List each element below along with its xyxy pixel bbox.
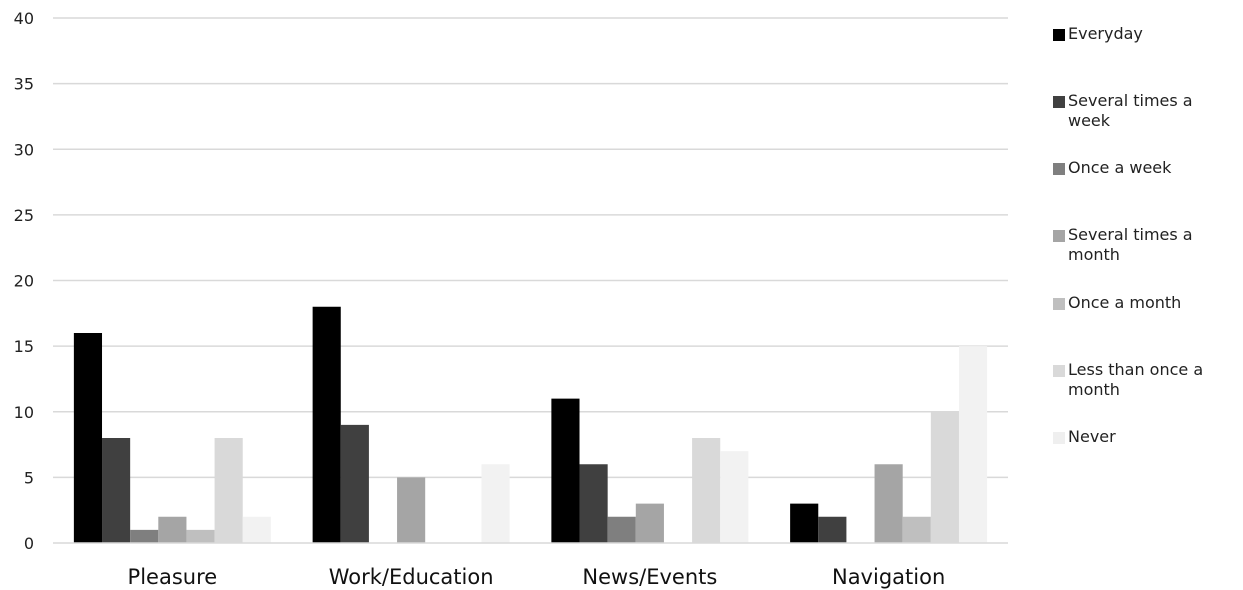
legend-label: Everyday	[1068, 24, 1143, 43]
legend-swatch	[1053, 29, 1065, 41]
bar	[607, 516, 636, 543]
bar	[958, 346, 988, 543]
legend-swatch	[1053, 163, 1065, 175]
bar	[902, 516, 931, 543]
legend-label: Never	[1068, 427, 1116, 446]
bar	[158, 516, 187, 543]
legend-label: Once a month	[1068, 293, 1182, 312]
bar	[340, 424, 369, 543]
y-tick-label: 40	[14, 9, 34, 28]
bar	[242, 516, 271, 543]
legend-label: Several times a week	[1068, 91, 1193, 130]
bar	[818, 516, 847, 543]
bar	[790, 503, 819, 543]
legend-item: Once a month	[1053, 293, 1238, 313]
legend-item: Less than once a month	[1053, 360, 1238, 400]
bar	[930, 411, 959, 543]
legend-item: Once a week	[1053, 158, 1238, 178]
bar	[102, 438, 131, 543]
bar	[397, 477, 426, 543]
y-tick-label: 5	[24, 468, 34, 487]
bar	[551, 398, 580, 543]
bar	[579, 464, 608, 543]
bar	[720, 451, 749, 543]
legend-swatch	[1053, 365, 1065, 377]
bar	[130, 529, 159, 543]
legend-label: Once a week	[1068, 158, 1172, 177]
legend-label: Less than once a month	[1068, 360, 1204, 399]
bar	[312, 306, 341, 543]
bar	[186, 529, 215, 543]
legend-item: Several times a week	[1053, 91, 1238, 131]
x-category-label: News/Events	[582, 565, 717, 589]
y-tick-label: 20	[14, 272, 34, 291]
x-category-label: Work/Education	[329, 565, 494, 589]
y-tick-label: 15	[14, 337, 34, 356]
bar	[214, 438, 243, 543]
legend-item: Everyday	[1053, 24, 1238, 44]
legend: Everyday Several times a week Once a week S…	[1053, 0, 1243, 590]
bar	[635, 503, 664, 543]
y-tick-label: 30	[14, 140, 34, 159]
bar	[481, 464, 510, 543]
bar	[73, 333, 103, 543]
bar	[874, 464, 903, 543]
y-tick-label: 0	[24, 534, 34, 553]
y-tick-label: 10	[14, 403, 34, 422]
legend-swatch	[1053, 432, 1065, 444]
legend-item: Several times a month	[1053, 225, 1238, 265]
legend-item: Never	[1053, 427, 1238, 447]
legend-swatch	[1053, 298, 1065, 310]
legend-label: Several times a month	[1068, 225, 1193, 264]
bar	[692, 438, 721, 543]
x-category-label: Pleasure	[128, 565, 218, 589]
y-tick-label: 25	[14, 206, 34, 225]
legend-swatch	[1053, 230, 1065, 242]
y-tick-label: 35	[14, 75, 34, 94]
legend-swatch	[1053, 96, 1065, 108]
x-category-label: Navigation	[832, 565, 945, 589]
